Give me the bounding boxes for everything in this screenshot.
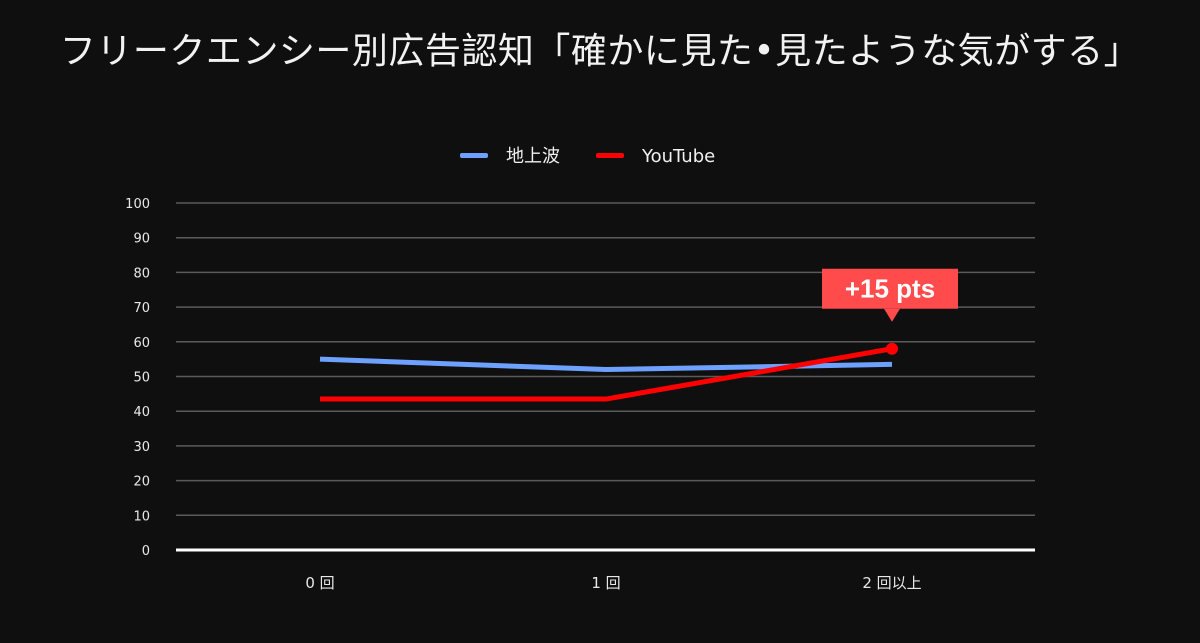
y-tick-label: 60 xyxy=(133,336,150,351)
y-tick-label: 50 xyxy=(133,371,150,386)
y-tick-label: 40 xyxy=(133,405,150,420)
annotation-box xyxy=(822,268,958,309)
y-axis-ticks: 0 10 20 30 40 50 60 70 80 90 100 xyxy=(125,197,150,559)
legend-item-terrestrial: 地上波 xyxy=(460,143,560,170)
series-lines xyxy=(319,346,893,402)
chart-legend: 地上波 YouTube xyxy=(460,143,718,170)
x-tick-label: 0 回 xyxy=(305,574,334,592)
y-tick-label: 80 xyxy=(133,266,150,281)
y-tick-label: 20 xyxy=(133,475,150,490)
y-tick-label: 0 xyxy=(142,544,150,559)
annotation-pointer xyxy=(884,308,900,322)
y-tick-label: 70 xyxy=(133,301,150,316)
x-tick-label: 2 回以上 xyxy=(862,574,921,592)
x-axis-ticks: 0 回 1 回 2 回以上 xyxy=(305,574,921,592)
x-tick-label: 1 回 xyxy=(591,574,620,592)
page-title: フリークエンシー別広告認知「確かに見た•見たような気がする」 xyxy=(59,31,1141,72)
legend-swatch-terrestrial xyxy=(460,153,488,158)
annotation: +15 pts xyxy=(822,268,958,355)
legend-item-youtube: YouTube xyxy=(596,143,718,170)
legend-label-terrestrial: 地上波 xyxy=(506,146,560,167)
annotation-point xyxy=(886,342,898,355)
legend-label-youtube: YouTube xyxy=(642,146,716,167)
annotation-label: +15 pts xyxy=(845,274,935,304)
legend-swatch-youtube xyxy=(596,153,624,158)
series-line-youtube xyxy=(320,346,893,402)
y-tick-label: 30 xyxy=(133,440,150,455)
y-tick-label: 90 xyxy=(133,232,150,247)
y-tick-label: 100 xyxy=(125,197,150,212)
grid-lines xyxy=(176,202,1035,552)
y-tick-label: 10 xyxy=(133,509,150,524)
